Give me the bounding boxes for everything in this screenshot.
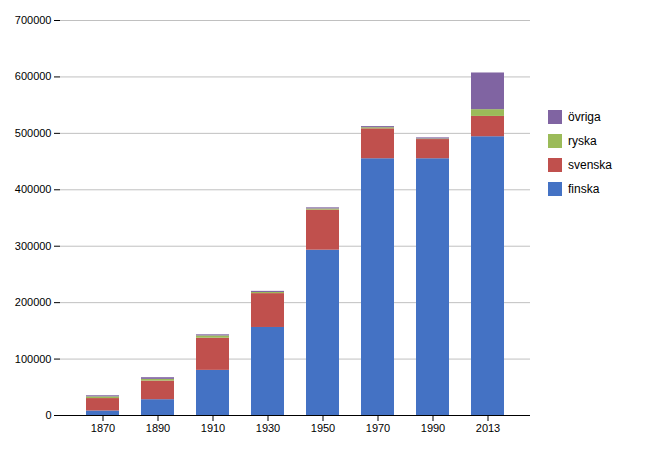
svg-text:1950: 1950 <box>311 422 335 434</box>
svg-text:100000: 100000 <box>15 353 52 365</box>
svg-text:1930: 1930 <box>256 422 280 434</box>
svg-text:1990: 1990 <box>421 422 445 434</box>
svg-text:300000: 300000 <box>15 240 52 252</box>
svg-text:200000: 200000 <box>15 296 52 308</box>
svg-text:600000: 600000 <box>15 70 52 82</box>
html-text:övriga: övriga <box>568 110 601 124</box>
svg-text:1890: 1890 <box>146 422 170 434</box>
html-text:svenska: svenska <box>568 158 612 172</box>
svg-text:400000: 400000 <box>15 183 52 195</box>
svg-text:0: 0 <box>45 409 51 421</box>
svg-text:500000: 500000 <box>15 127 52 139</box>
svg-text:1910: 1910 <box>201 422 225 434</box>
svg-text:700000: 700000 <box>15 14 52 26</box>
html-text:finska: finska <box>568 182 600 196</box>
svg-text:2013: 2013 <box>476 422 500 434</box>
html-text:ryska: ryska <box>568 134 597 148</box>
svg-text:1870: 1870 <box>91 422 115 434</box>
svg-text:1970: 1970 <box>366 422 390 434</box>
